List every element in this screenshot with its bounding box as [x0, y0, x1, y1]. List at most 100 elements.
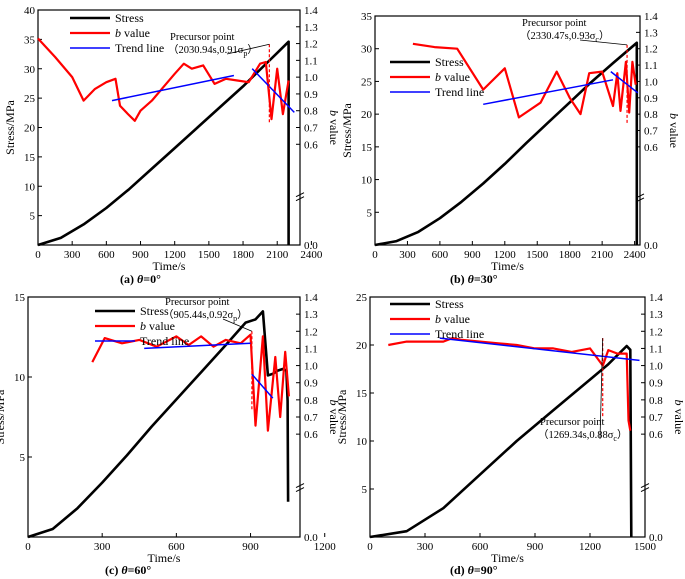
y-right-tick-label: 1.3 [644, 27, 658, 39]
x-axis-label: Time/s [491, 551, 524, 565]
y-right-tick-label: 0.7 [644, 126, 658, 138]
chart-panel-2: 0 300 600 900 1200 5 10 15 0.0 0.6 0.7 0.8 0.9 1.0 1.1… [0, 292, 341, 577]
y-right-tick-label: 0.9 [304, 378, 318, 390]
chart-panel-3: 0 300 600 900 1200 1500 5 10 15 20 25 0.0 0.6 0.7 0.8 0… [335, 292, 685, 577]
y-right-tick-label: 0.0 [304, 240, 318, 252]
y-left-tick-label: 40 [24, 5, 36, 17]
y-left-tick-label: 10 [14, 372, 26, 384]
y-right-tick-label: 1.2 [649, 326, 663, 338]
y-right-tick-label: 0.9 [644, 93, 658, 105]
y-right-tick-label: 1.3 [649, 309, 663, 321]
plot-frame [27, 296, 301, 538]
y-left-axis-label: Stress/MPa [0, 389, 7, 444]
legend-entry: Trend line [435, 327, 484, 341]
x-tick-label: 0 [35, 249, 41, 261]
x-tick-label: 0 [25, 541, 31, 553]
y-right-tick-label: 0.0 [649, 532, 663, 544]
y-right-tick-label: 1.4 [649, 292, 663, 304]
x-tick-label: 1500 [634, 541, 657, 553]
y-left-axis-label: Stress/MPa [335, 389, 349, 444]
axis-break-mark [295, 196, 305, 202]
y-left-axis-label: Stress/MPa [3, 99, 17, 154]
axis-break-mark [640, 487, 650, 493]
y-right-tick-label: 1.0 [644, 76, 658, 88]
y-right-tick-label: 0.8 [304, 106, 318, 118]
precursor-annotation-title: Precursor point [170, 32, 235, 43]
y-right-tick-label: 1.4 [304, 5, 318, 17]
y-right-tick-label: 1.1 [304, 343, 318, 355]
series-line-trend-line [144, 342, 251, 350]
y-left-tick-label: 10 [356, 436, 368, 448]
y-left-tick-label: 5 [362, 484, 368, 496]
x-tick-label: 300 [399, 249, 416, 261]
y-left-tick-label: 25 [361, 76, 373, 88]
series-line-trend-line [251, 373, 274, 399]
annotation-leader [222, 318, 253, 332]
series-line-trend-line [483, 79, 614, 106]
series-line-stress [369, 344, 633, 539]
x-tick-label: 1500 [198, 249, 221, 261]
series-line-b-value [412, 42, 637, 119]
axis-break-mark [295, 487, 305, 493]
legend-entry: Trend line [140, 334, 189, 348]
x-tick-label: 600 [432, 249, 449, 261]
panel-caption: (b) θ=30° [450, 272, 498, 286]
y-right-tick-label: 1.2 [304, 326, 318, 338]
x-tick-label: 2400 [624, 249, 647, 261]
y-right-tick-label: 0.6 [644, 142, 658, 154]
y-right-tick-label: 0.6 [304, 139, 318, 151]
x-tick-label: 1500 [526, 249, 549, 261]
y-left-tick-label: 20 [361, 109, 373, 121]
panel-caption: (a) θ=0° [120, 272, 161, 286]
y-left-tick-label: 10 [361, 175, 373, 187]
y-right-tick-label: 1.3 [304, 22, 318, 34]
x-tick-label: 1800 [559, 249, 582, 261]
y-left-axis-label: Stress/MPa [340, 102, 354, 157]
y-right-tick-label: 1.4 [644, 11, 658, 23]
series-line-trend-line [251, 68, 295, 113]
y-right-tick-label: 0.7 [649, 412, 663, 424]
y-right-tick-label: 1.3 [304, 309, 318, 321]
y-left-tick-label: 20 [24, 123, 36, 135]
x-tick-label: 1200 [314, 541, 337, 553]
y-left-tick-label: 35 [361, 11, 373, 23]
y-left-tick-label: 5 [30, 211, 36, 223]
y-right-tick-label: 0.9 [304, 89, 318, 101]
precursor-annotation-title: Precursor point [522, 18, 587, 29]
precursor-annotation-value: （905.44s,0.92σp） [163, 309, 248, 323]
chart-panel-0: 0 300 600 900 1200 1500 1800 2100 2400 5 10 15 20 25 3… [3, 5, 341, 286]
annotation-leader [579, 39, 628, 46]
y-right-tick-label: 1.1 [644, 60, 658, 72]
precursor-annotation-value: （2030.94s,0.91σp） [168, 44, 258, 58]
y-right-tick-label: 0.8 [649, 395, 663, 407]
x-tick-label: 600 [472, 541, 489, 553]
x-tick-label: 2100 [591, 249, 614, 261]
y-right-tick-label: 0.0 [644, 240, 658, 252]
y-right-tick-label: 1.4 [304, 292, 318, 304]
y-right-tick-label: 0.6 [304, 429, 318, 441]
legend-entry: b value [140, 319, 175, 333]
precursor-annotation-value: （2330.47s,0.93σc） [520, 30, 609, 44]
y-left-tick-label: 10 [24, 181, 36, 193]
y-left-tick-label: 25 [24, 93, 36, 105]
y-right-tick-label: 1.1 [304, 55, 318, 67]
series-line-b-value [37, 37, 290, 122]
x-tick-label: 900 [527, 541, 544, 553]
panel-caption: (d) θ=90° [450, 563, 498, 577]
panel-caption: (c) θ=60° [105, 563, 151, 577]
y-right-tick-label: 0.6 [649, 429, 663, 441]
x-tick-label: 900 [242, 541, 259, 553]
x-tick-label: 2100 [266, 249, 289, 261]
y-right-axis-label: b value [667, 113, 681, 148]
series-line-trend-line [439, 337, 640, 362]
y-right-tick-label: 0.8 [304, 395, 318, 407]
x-tick-label: 900 [464, 249, 481, 261]
y-left-tick-label: 35 [24, 34, 36, 46]
plot-frame [374, 15, 641, 246]
x-tick-label: 300 [417, 541, 434, 553]
axis-break-mark [295, 483, 305, 489]
x-tick-label: 1200 [494, 249, 517, 261]
legend-entry: b value [115, 26, 150, 40]
legend-entry: Stress [115, 11, 144, 25]
